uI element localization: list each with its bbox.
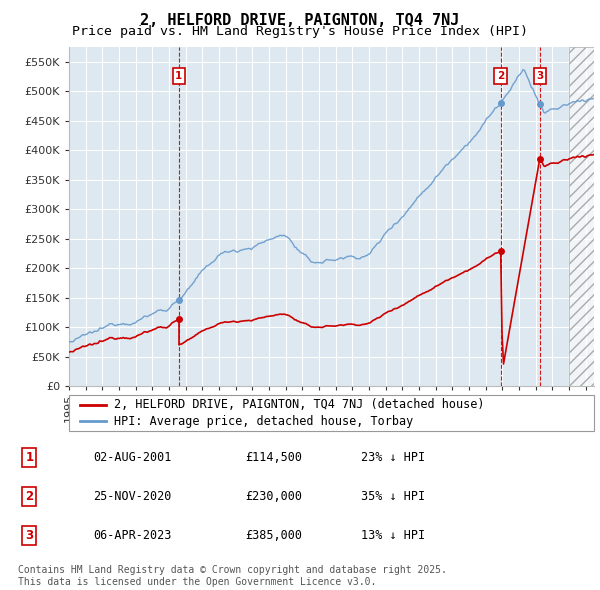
Text: £230,000: £230,000 bbox=[245, 490, 302, 503]
Text: 1: 1 bbox=[25, 451, 34, 464]
Text: 35% ↓ HPI: 35% ↓ HPI bbox=[361, 490, 425, 503]
Text: Contains HM Land Registry data © Crown copyright and database right 2025.
This d: Contains HM Land Registry data © Crown c… bbox=[18, 565, 447, 587]
Text: £114,500: £114,500 bbox=[245, 451, 302, 464]
Text: 1: 1 bbox=[175, 71, 182, 81]
Text: 2, HELFORD DRIVE, PAIGNTON, TQ4 7NJ: 2, HELFORD DRIVE, PAIGNTON, TQ4 7NJ bbox=[140, 13, 460, 28]
FancyBboxPatch shape bbox=[69, 395, 594, 431]
Text: £385,000: £385,000 bbox=[245, 529, 302, 542]
Text: 3: 3 bbox=[536, 71, 544, 81]
Text: 06-APR-2023: 06-APR-2023 bbox=[94, 529, 172, 542]
Text: Price paid vs. HM Land Registry's House Price Index (HPI): Price paid vs. HM Land Registry's House … bbox=[72, 25, 528, 38]
Text: HPI: Average price, detached house, Torbay: HPI: Average price, detached house, Torb… bbox=[113, 415, 413, 428]
Text: 02-AUG-2001: 02-AUG-2001 bbox=[94, 451, 172, 464]
Text: 13% ↓ HPI: 13% ↓ HPI bbox=[361, 529, 425, 542]
Bar bbox=[569, 47, 594, 386]
Text: 23% ↓ HPI: 23% ↓ HPI bbox=[361, 451, 425, 464]
Text: 3: 3 bbox=[25, 529, 34, 542]
Bar bbox=[569, 47, 594, 386]
Text: 2: 2 bbox=[25, 490, 34, 503]
Text: 2: 2 bbox=[497, 71, 504, 81]
Text: 25-NOV-2020: 25-NOV-2020 bbox=[94, 490, 172, 503]
Text: 2, HELFORD DRIVE, PAIGNTON, TQ4 7NJ (detached house): 2, HELFORD DRIVE, PAIGNTON, TQ4 7NJ (det… bbox=[113, 398, 484, 411]
